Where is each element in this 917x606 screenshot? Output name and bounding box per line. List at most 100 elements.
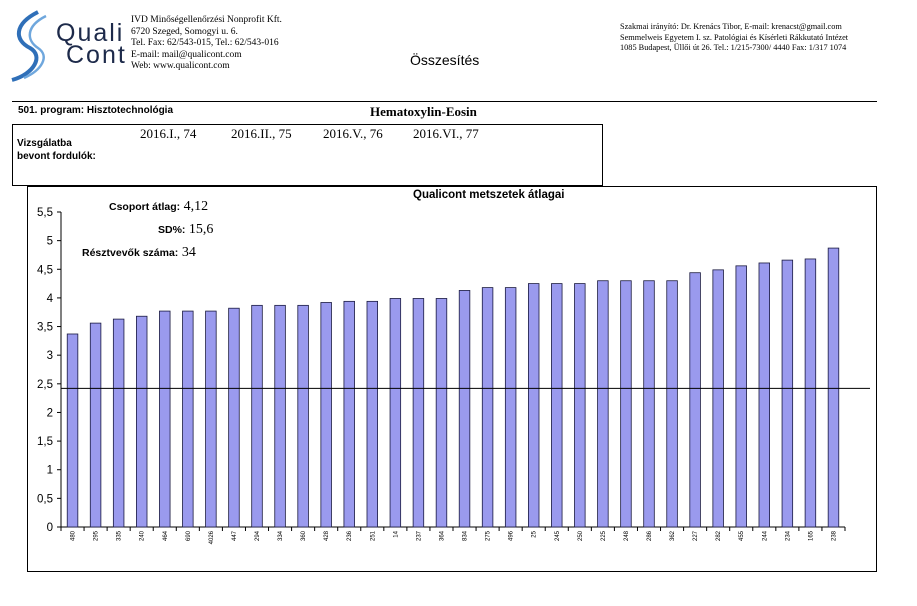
x-tick-label: 334 — [278, 530, 284, 541]
mean-row: Csoport átlag: 4,12 — [109, 199, 208, 215]
chart-frame: 0 0,5 1 1,5 2 2,5 3 3,5 4 4,5 5 5,5 480 295 335 240 464 6… — [27, 186, 877, 572]
bar — [435, 298, 448, 528]
bar — [551, 283, 563, 528]
x-tick-label: 294 — [255, 530, 261, 541]
supervisor-line: Szakmai irányító: Dr. Krenács Tibor, E-m… — [620, 22, 842, 31]
bar — [136, 315, 148, 528]
bar — [620, 280, 632, 528]
x-tick-label: 251 — [370, 530, 376, 541]
y-tick-label: 4,5 — [37, 264, 53, 276]
chart-title: Qualicont metszetek átlagai — [413, 189, 565, 201]
bar — [804, 258, 817, 528]
x-tick-label: 282 — [716, 530, 722, 541]
x-tick-label: 227 — [693, 530, 699, 541]
x-tick-label: 834 — [463, 530, 469, 541]
bar — [343, 300, 355, 528]
bar — [320, 302, 332, 528]
sd-label: SD%: — [158, 224, 186, 236]
x-tick-label: 225 — [601, 530, 607, 541]
org-line: IVD Minőségellenőrzési Nonprofit Kft. — [131, 15, 282, 25]
x-tick-label: 364 — [439, 530, 445, 541]
x-tick-label: 237 — [416, 530, 422, 541]
y-tick-label: 1 — [47, 465, 53, 477]
x-tick-label: 690 — [186, 530, 192, 541]
bar — [481, 287, 494, 528]
header-divider — [12, 101, 877, 102]
bar — [504, 287, 517, 528]
y-tick-label: 2,5 — [37, 379, 53, 391]
round-item: 2016.V., 76 — [323, 126, 383, 141]
bar — [366, 300, 378, 528]
round-item: 2016.I., 74 — [140, 126, 197, 141]
y-tick-label: 3,5 — [37, 322, 53, 334]
x-tick-label: 248 — [624, 530, 630, 541]
y-tick-label: 5 — [47, 236, 53, 248]
bar — [182, 310, 194, 528]
y-tick-label: 1,5 — [37, 436, 53, 448]
bar — [735, 265, 747, 528]
bar — [758, 262, 770, 528]
logo-wordmark: Quali Cont — [56, 19, 127, 69]
supervisor-line: Semmelweis Egyetem I. sz. Patológiai és … — [620, 32, 849, 42]
x-tick-label: 234 — [785, 530, 791, 541]
rounds-box: Vizsgálatba bevont fordulók: 2016.I., 74… — [12, 124, 603, 186]
supervisor-line: 1085 Budapest, Üllői út 26. Tel.: 1/215-… — [620, 43, 847, 53]
x-tick-label: 236 — [347, 530, 353, 541]
x-tick-label: 447 — [232, 530, 238, 541]
bar — [274, 304, 286, 528]
rounds-label-line-1: Vizsgálatba — [17, 138, 72, 149]
x-tick-label: 240 — [140, 530, 146, 541]
x-tick-label: 14 — [393, 530, 399, 537]
bar — [781, 259, 794, 528]
y-tick-label: 2 — [47, 407, 53, 419]
bar — [89, 322, 102, 528]
y-tick-label: 0 — [47, 522, 53, 534]
bar — [527, 283, 540, 528]
y-tick-label: 3 — [47, 350, 53, 362]
x-tick-label: 360 — [301, 530, 307, 541]
x-tick-label: 496 — [509, 530, 515, 541]
bar — [205, 310, 217, 528]
x-tick-label: 238 — [831, 530, 837, 541]
y-tick-label: 0,5 — [37, 493, 53, 505]
x-tick-label: 295 — [94, 530, 100, 541]
bar — [666, 280, 678, 528]
bar — [458, 290, 471, 528]
x-tick-label: 25 — [532, 530, 538, 537]
participants-value: 34 — [181, 245, 196, 260]
logo-line-1: Quali — [56, 19, 125, 47]
rounds-label-line-2: bevont fordulók: — [17, 151, 96, 162]
x-tick-label: 244 — [762, 530, 768, 541]
x-tick-label: 480 — [71, 530, 77, 541]
bar — [66, 333, 79, 528]
x-tick-label: 4026 — [209, 530, 215, 544]
bar — [689, 272, 701, 528]
qualicont-logo: Quali Cont — [8, 10, 130, 82]
participants-label: Résztvevők száma: — [82, 247, 179, 259]
x-tick-label: 464 — [163, 530, 169, 541]
x-tick-label: 455 — [739, 530, 745, 541]
bar — [228, 307, 240, 528]
x-tick-label: 245 — [555, 530, 561, 541]
stain-title: Hematoxylin-Eosin — [370, 104, 477, 119]
x-tick-label: 335 — [117, 530, 123, 541]
mean-value: 4,12 — [183, 199, 209, 214]
page-title: Összesítés — [410, 52, 480, 68]
bar — [297, 304, 309, 528]
bar — [597, 280, 609, 528]
organization-info: IVD Minőségellenőrzési Nonprofit Kft. 67… — [131, 15, 282, 73]
rounds-label: Vizsgálatba bevont fordulók: — [17, 137, 96, 163]
bar — [643, 280, 655, 528]
round-item: 2016.VI., 77 — [413, 126, 479, 141]
sd-row: SD%: 15,6 — [158, 222, 213, 238]
org-line: Tel. Fax: 62/543-015, Tel.: 62/543-016 — [131, 38, 279, 48]
bar — [389, 298, 402, 528]
participants-row: Résztvevők száma: 34 — [82, 245, 196, 261]
swirl-logo-icon — [11, 10, 47, 82]
supervisor-info: Szakmai irányító: Dr. Krenács Tibor, E-m… — [620, 22, 910, 54]
bar — [412, 298, 425, 528]
bar-chart: 0 0,5 1 1,5 2 2,5 3 3,5 4 4,5 5 5,5 480 295 335 240 464 6… — [37, 207, 870, 544]
org-line: E-mail: mail@qualicont.com — [131, 49, 242, 60]
logo-line-2: Cont — [66, 41, 127, 69]
sd-value: 15,6 — [188, 222, 214, 237]
